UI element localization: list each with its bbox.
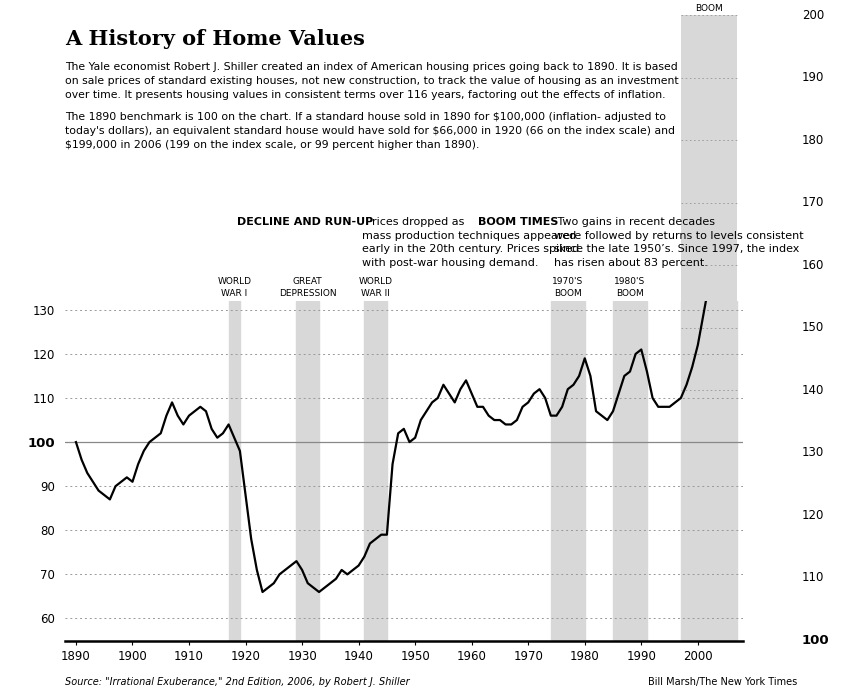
Text: WORLD
WAR II: WORLD WAR II: [358, 277, 392, 297]
Text: 150: 150: [801, 321, 823, 335]
Text: 1970'S
BOOM: 1970'S BOOM: [552, 277, 583, 297]
Text: 130: 130: [801, 447, 823, 459]
Text: 120: 120: [801, 509, 823, 522]
Text: 140: 140: [801, 384, 823, 397]
Text: 160: 160: [801, 259, 823, 272]
Text: 200: 200: [801, 9, 823, 22]
Bar: [612, 301, 647, 640]
Text: 1980'S
BOOM: 1980'S BOOM: [614, 277, 645, 297]
Text: WORLD
WAR I: WORLD WAR I: [217, 277, 251, 297]
Text: 170: 170: [801, 197, 823, 209]
Text: Bill Marsh/The New York Times: Bill Marsh/The New York Times: [647, 678, 796, 687]
Text: Source: "Irrational Exuberance," 2nd Edition, 2006, by Robert J. Shiller: Source: "Irrational Exuberance," 2nd Edi…: [65, 678, 409, 687]
Bar: [296, 301, 319, 640]
Text: 100: 100: [801, 634, 828, 647]
Text: A History of Home Values: A History of Home Values: [65, 29, 364, 50]
Text: BOOM TIMES: BOOM TIMES: [478, 217, 558, 227]
Bar: [228, 301, 239, 640]
Text: 190: 190: [801, 71, 823, 85]
Text: The 1890 benchmark is 100 on the chart. If a standard house sold in 1890 for $10: The 1890 benchmark is 100 on the chart. …: [65, 112, 674, 150]
Bar: [550, 301, 584, 640]
Text: 110: 110: [801, 571, 823, 584]
Bar: [680, 301, 736, 640]
Text: GREAT
DEPRESSION: GREAT DEPRESSION: [279, 277, 336, 297]
Text: CURRENT
BOOM: CURRENT BOOM: [687, 0, 730, 13]
Bar: [364, 301, 387, 640]
Text: The Yale economist Robert J. Shiller created an index of American housing prices: The Yale economist Robert J. Shiller cre…: [65, 62, 678, 99]
Text: Two gains in recent decades
were followed by returns to levels consistent
since : Two gains in recent decades were followe…: [554, 217, 803, 268]
Text: Prices dropped as
mass production techniques appeared
early in the 20th century.: Prices dropped as mass production techni…: [362, 217, 579, 268]
Text: 180: 180: [801, 134, 823, 147]
Text: DECLINE AND RUN-UP: DECLINE AND RUN-UP: [237, 217, 373, 227]
